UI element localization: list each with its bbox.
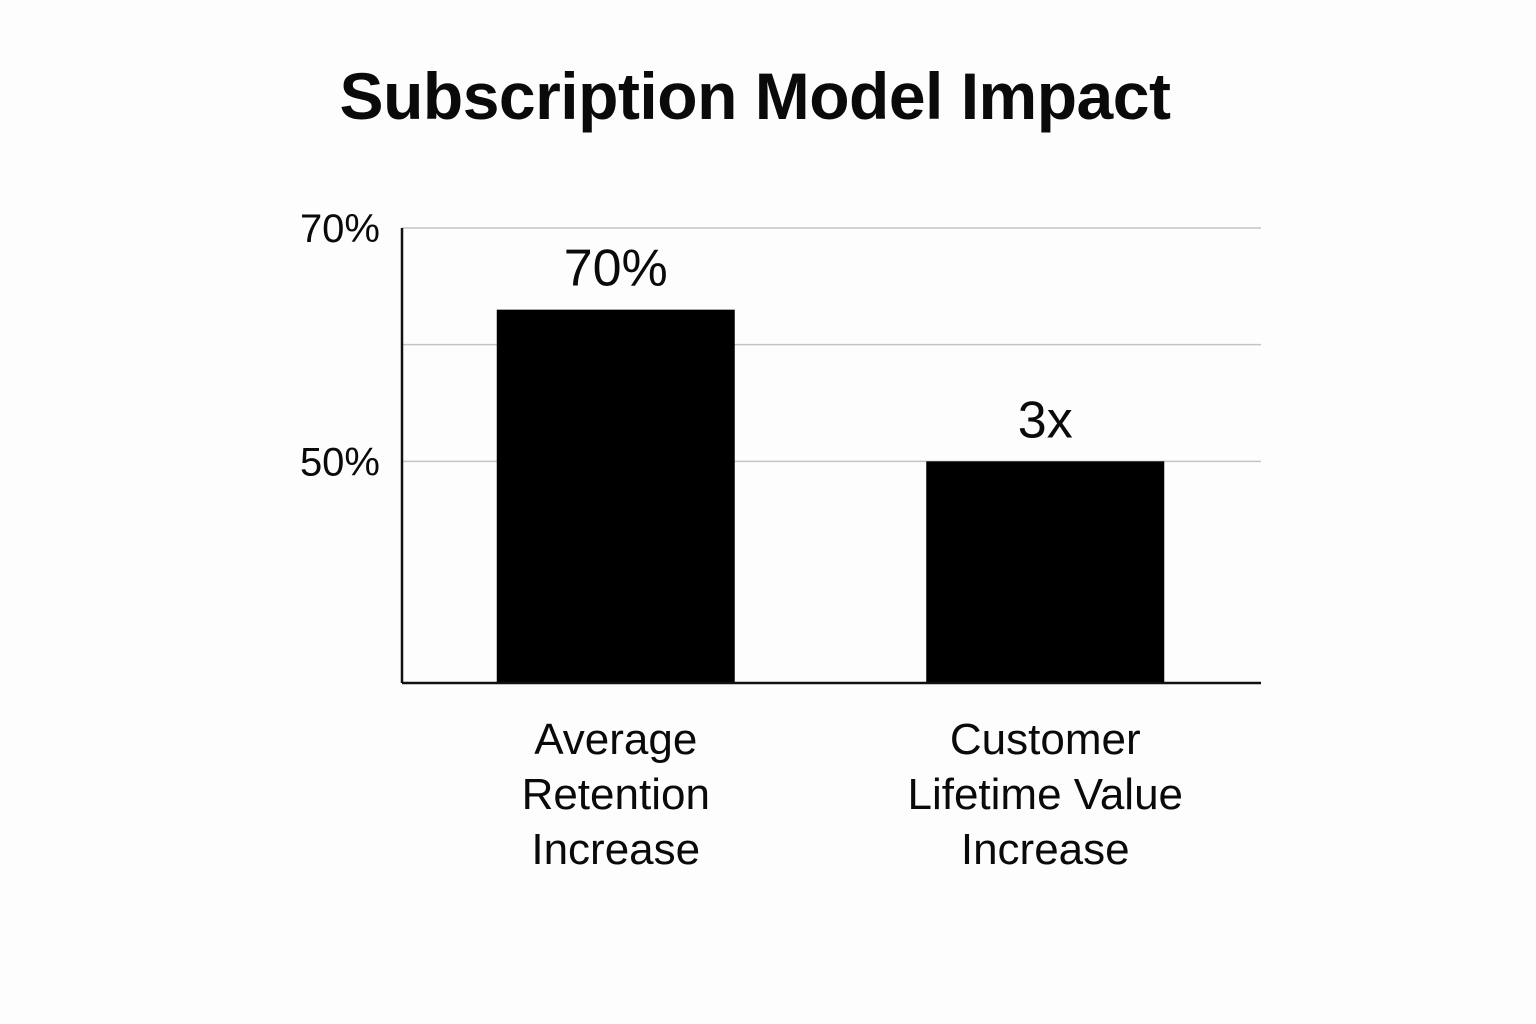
x-category-label: Average [534,715,697,764]
y-tick-label: 70% [300,207,380,251]
x-category-label: Increase [961,825,1130,874]
chart-title: Subscription Model Impact [339,59,1171,133]
x-category-label: Retention [522,770,710,819]
bar-value-label: 3x [1018,391,1073,449]
y-tick-label: 50% [300,440,380,484]
x-category-label: Increase [531,825,700,874]
x-category-label: Lifetime Value [907,770,1183,819]
bar [496,309,735,683]
x-category-label: Customer [950,715,1141,764]
bar [926,461,1165,683]
bar-value-label: 70% [564,240,668,298]
